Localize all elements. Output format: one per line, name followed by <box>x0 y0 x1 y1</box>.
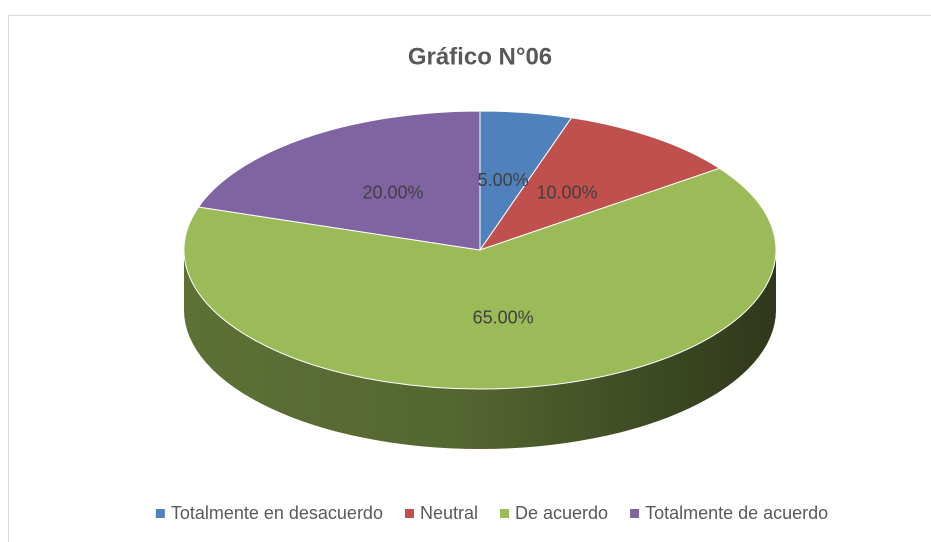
legend-label: Totalmente de acuerdo <box>645 503 828 523</box>
pie-slice <box>183 167 777 390</box>
data-label: 10.00% <box>536 183 597 203</box>
pie-slice-side <box>184 250 776 449</box>
legend-swatch <box>404 509 414 518</box>
legend-swatch <box>630 509 640 518</box>
legend-label: De acuerdo <box>515 503 608 523</box>
legend-label: Neutral <box>420 503 478 523</box>
data-label: 20.00% <box>362 183 423 203</box>
legend-label: Totalmente en desacuerdo <box>171 503 383 523</box>
data-label: 5.00% <box>478 170 529 190</box>
pie-slice <box>197 110 481 251</box>
pie-slice <box>478 117 721 251</box>
legend-swatch <box>500 509 509 518</box>
legend-swatch <box>155 509 165 518</box>
chart-title: Gráfico N°06 <box>408 43 552 70</box>
data-label: 65.00% <box>473 307 534 327</box>
